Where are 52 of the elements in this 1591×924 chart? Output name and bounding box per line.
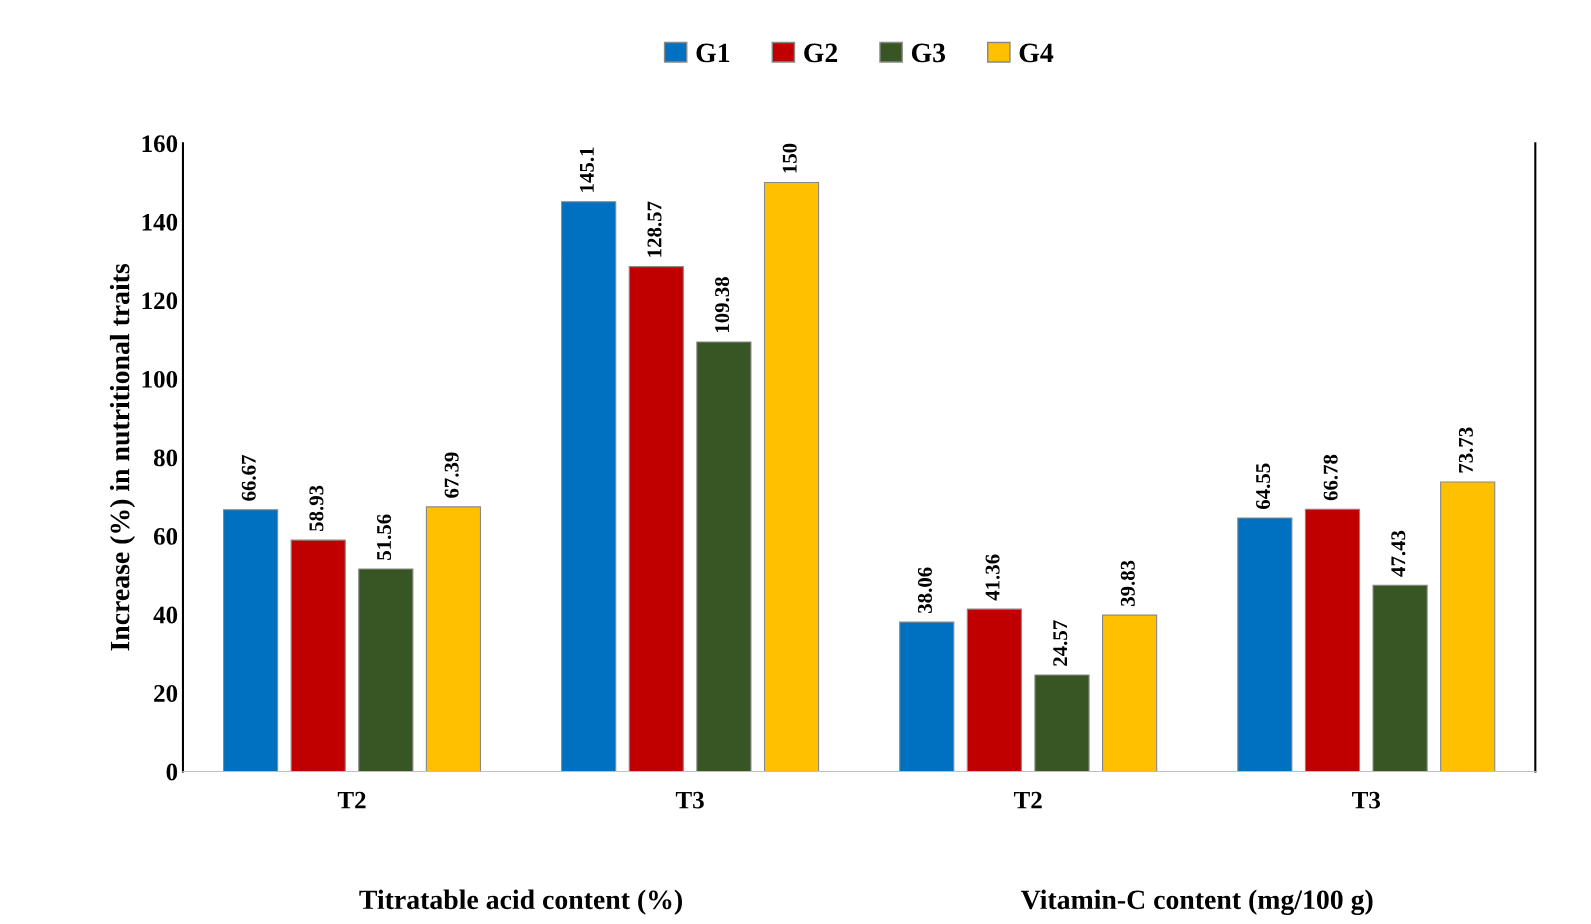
data-label: 24.57 bbox=[1053, 620, 1068, 666]
text: Titratable acid content (%) bbox=[359, 889, 682, 915]
data-label: 47.43 bbox=[1391, 530, 1406, 577]
y-tick-label: 80 bbox=[153, 449, 178, 467]
bar bbox=[1237, 517, 1293, 772]
text: Vitamin-C content (mg/100 g) bbox=[1021, 889, 1373, 915]
bar bbox=[899, 621, 955, 772]
data-label: 41.36 bbox=[985, 554, 1000, 601]
bar bbox=[1372, 584, 1428, 772]
y-tick-label: 0 bbox=[166, 763, 178, 781]
data-label: 38.06 bbox=[917, 567, 933, 613]
data-label: 64.55 bbox=[1256, 463, 1271, 510]
y-tick-label: 160 bbox=[142, 135, 178, 153]
data-label: 150 bbox=[782, 143, 797, 173]
legend-label: G2 bbox=[804, 43, 838, 63]
bar bbox=[561, 201, 617, 772]
data-label: 66.78 bbox=[1323, 454, 1338, 501]
bar bbox=[358, 568, 414, 772]
y-axis-title: Increase (%) in nutritional traits bbox=[109, 263, 136, 651]
y-tick-label: 140 bbox=[142, 213, 178, 231]
data-label: 145.1 bbox=[579, 147, 594, 192]
legend-label: G3 bbox=[911, 43, 946, 63]
data-label: 51.56 bbox=[377, 514, 392, 560]
bar bbox=[966, 608, 1022, 772]
y-tick-label: 120 bbox=[142, 292, 178, 310]
data-label: 39.83 bbox=[1120, 560, 1135, 607]
x-tick-label: T2 bbox=[1013, 791, 1042, 809]
y-tick-label: 60 bbox=[153, 527, 178, 545]
bar bbox=[425, 506, 482, 772]
data-label: 67.39 bbox=[444, 452, 459, 498]
legend-label: G1 bbox=[696, 43, 730, 63]
data-label: 73.73 bbox=[1458, 427, 1473, 473]
x-tick-label: T2 bbox=[337, 791, 366, 809]
bar bbox=[696, 341, 752, 772]
data-label: 66.67 bbox=[241, 455, 256, 501]
legend-label: G4 bbox=[1019, 43, 1054, 63]
x-tick-label: T3 bbox=[1352, 791, 1380, 809]
bar bbox=[628, 266, 684, 772]
bar bbox=[290, 539, 346, 772]
y-tick-label: 40 bbox=[153, 606, 178, 624]
x-tick-label: T3 bbox=[675, 791, 704, 809]
bar bbox=[1440, 481, 1496, 772]
bar bbox=[1034, 674, 1090, 772]
data-label: 128.57 bbox=[647, 201, 662, 257]
data-label: 109.38 bbox=[715, 277, 730, 332]
y-tick-label: 20 bbox=[154, 685, 178, 702]
bar bbox=[1102, 614, 1158, 772]
y-tick-label: 100 bbox=[142, 370, 178, 388]
data-label: 58.93 bbox=[309, 485, 324, 531]
bar bbox=[1304, 508, 1361, 772]
bar bbox=[222, 509, 279, 772]
bar bbox=[763, 181, 820, 772]
